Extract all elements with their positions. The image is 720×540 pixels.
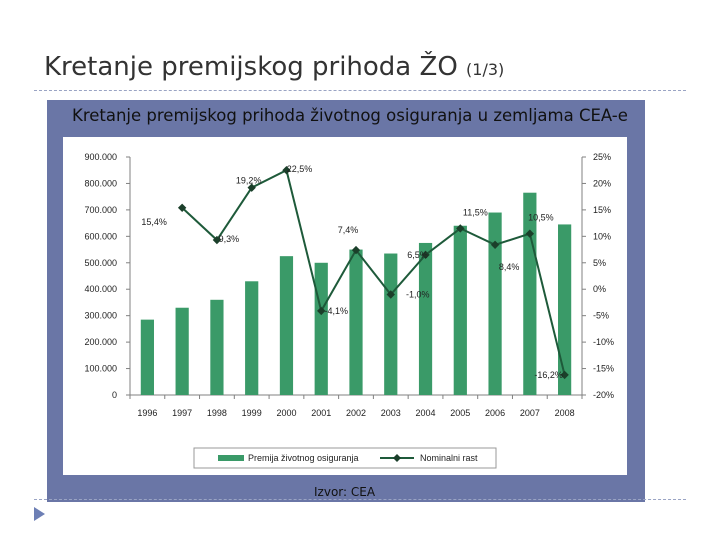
right-tick-label: -20% [593,390,614,400]
right-tick-label: 25% [593,152,611,162]
bar [279,256,294,395]
growth-data-label: 9,3% [219,234,240,244]
x-tick-label: 2001 [311,408,331,418]
growth-point [421,250,430,260]
bar [314,262,328,395]
slide-title: Kretanje premijskog prihoda ŽO (1/3) [44,52,504,82]
left-tick-label: 400.000 [84,284,117,294]
growth-data-label: 10,5% [528,213,554,223]
left-tick-label: 200.000 [84,337,117,347]
growth-point [177,203,187,212]
slide-title-suffix: (1/3) [466,60,505,79]
chart-title: Kretanje premijskog prihoda životnog osi… [72,106,628,125]
growth-data-label: 6,5% [407,250,428,260]
legend-bar-label: Premija životnog osiguranja [248,453,359,463]
plot-group: 0 100.000 200.000 300.000 400.000 500.000 600.… [84,152,614,463]
x-tick-label: 1999 [242,408,262,418]
x-tick-label: 2004 [416,408,436,418]
x-tick-label: 2008 [555,408,575,418]
title-divider [34,90,686,91]
legend-line-label: Nominalni rast [420,453,478,463]
chart-source: Izvor: CEA [314,485,376,499]
bar [558,224,572,395]
bar [140,319,154,395]
growth-line [181,168,566,376]
bar [175,307,189,395]
right-tick-label: 10% [593,231,611,241]
growth-data-label: 19,2% [236,176,262,186]
x-tick-label: 2003 [381,408,401,418]
legend-box [193,447,497,469]
growth-data-label: 11,5% [463,207,488,217]
right-tick-label: 5% [593,258,606,268]
right-tick-label: 0% [593,284,606,294]
right-tick-label: 20% [593,178,611,188]
x-tick-label: 1998 [207,408,227,418]
growth-point [282,166,291,175]
growth-data-label: 7,4% [338,225,359,235]
growth-point [456,224,465,233]
slide-title-text: Kretanje premijskog prihoda ŽO [44,52,458,82]
growth-point [351,245,361,255]
bar [384,253,398,395]
bottom-divider [34,499,686,500]
bar [418,242,433,395]
left-tick-label: 700.000 [84,205,117,215]
growth-data-label: 22,5% [287,164,313,174]
growth-point [490,240,500,249]
x-tick-label: 2000 [276,408,296,418]
bar [210,299,224,395]
x-tick-label: 1997 [172,408,192,418]
left-tick-label: 800.000 [84,178,117,188]
x-tick-label: 1996 [137,408,157,418]
left-tick-label: 900.000 [84,152,117,162]
growth-data-label: -16,2% [534,370,563,380]
growth-data-label: 15,4% [141,217,167,227]
growth-data-label: -1,0% [406,290,430,300]
left-tick-label: 600.000 [84,231,117,241]
x-tick-label: 2002 [346,408,366,418]
growth-data-label: 8,4% [499,262,520,272]
bar [523,192,537,395]
left-tick-label: 500.000 [84,258,117,268]
growth-point [560,370,569,380]
growth-data-label: -4,1% [324,306,348,316]
growth-point [386,290,395,299]
legend-bar-swatch [218,455,244,461]
bar [453,225,467,395]
left-tick-label: 100.000 [84,364,117,374]
bar [488,212,502,395]
growth-point [212,235,222,245]
growth-point [525,229,535,238]
left-tick-label: 300.000 [84,311,117,321]
bar [245,281,259,395]
left-tick-label: 0 [112,390,117,400]
x-tick-label: 2007 [520,408,540,418]
slide-bullet-icon [34,507,45,521]
bar [349,249,363,395]
growth-point [247,183,256,192]
x-tick-label: 2005 [450,408,470,418]
right-tick-label: -10% [593,337,614,347]
growth-point [317,306,326,316]
legend-line-marker [393,454,401,462]
right-tick-label: 15% [593,205,611,215]
x-tick-label: 2006 [485,408,505,418]
right-tick-label: -15% [593,364,614,374]
right-tick-label: -5% [593,311,609,321]
